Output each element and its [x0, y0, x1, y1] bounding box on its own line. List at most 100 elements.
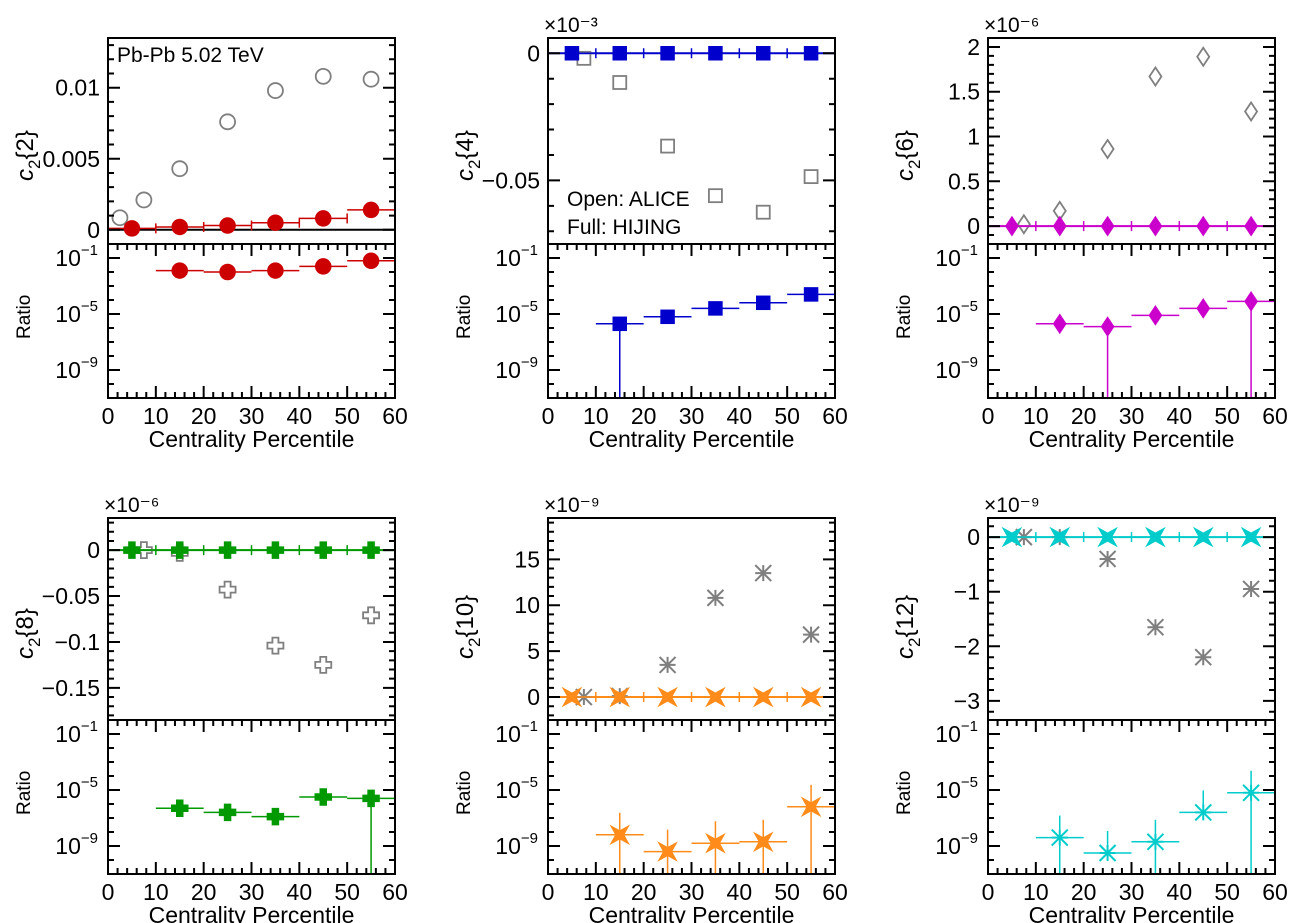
y-tick-label: 10	[514, 592, 540, 618]
ratio-point	[1196, 298, 1211, 319]
ratio-tick-label: 10−1	[495, 718, 538, 747]
data-point	[800, 686, 822, 708]
ratio-point	[752, 831, 774, 853]
chart-panel: 0 0.5 1 1.5 2 c2{6} ×10⁻⁶ 10−9 10−5 10−1 Ratio 0 10 2…	[892, 14, 1288, 452]
data-point	[1049, 526, 1071, 548]
plot-area	[108, 541, 395, 674]
y-tick-label: 0.5	[948, 168, 980, 194]
ratio-point	[657, 841, 678, 862]
x-tick-label: 40	[1167, 879, 1193, 905]
y-tick-label: 0.005	[42, 146, 100, 172]
data-point	[1016, 213, 1031, 235]
axis-ticks	[547, 719, 836, 875]
data-point	[1243, 100, 1259, 123]
ratio-tick-label: 10−5	[55, 774, 98, 803]
y-axis-label: c2{12}	[892, 595, 924, 659]
plot-area	[988, 526, 1275, 666]
x-tick-label: 60	[382, 879, 408, 905]
ratio-tick-label: 10−5	[935, 298, 978, 327]
plot-area	[108, 67, 395, 237]
y-axis-label: c2{4}	[452, 130, 484, 181]
data-point	[219, 217, 236, 234]
data-point	[1100, 215, 1115, 237]
data-point	[1005, 215, 1019, 237]
x-axis-label: Centrality Percentile	[589, 902, 795, 923]
x-tick-label: 20	[1071, 879, 1097, 905]
ratio-point	[218, 803, 237, 822]
data-point	[315, 210, 332, 227]
data-point	[266, 541, 285, 559]
data-point	[267, 214, 284, 231]
y-tick-label: −3	[954, 688, 980, 714]
ratio-axis-label: Ratio	[894, 771, 915, 815]
x-tick-label: 20	[631, 403, 657, 429]
ratio-area	[595, 784, 835, 874]
ratio-tick-label: 10−5	[55, 298, 98, 327]
data-point	[708, 188, 723, 204]
y-tick-label: 2	[967, 34, 980, 60]
data-point	[1001, 526, 1023, 548]
data-point	[1146, 618, 1165, 636]
data-point	[314, 656, 333, 674]
y-tick-label: −0.05	[482, 167, 540, 193]
data-point	[123, 220, 141, 237]
data-point	[1240, 526, 1262, 548]
ratio-point	[362, 789, 380, 808]
data-point	[705, 686, 726, 708]
data-point	[1145, 526, 1166, 548]
data-point	[266, 636, 285, 655]
data-point	[1194, 648, 1212, 666]
x-tick-label: 10	[143, 879, 169, 905]
x-tick-label: 30	[1119, 403, 1145, 429]
plot-area	[548, 46, 835, 220]
x-tick-label: 40	[727, 879, 753, 905]
data-point	[564, 46, 580, 61]
ratio-point	[171, 799, 189, 817]
series-alice	[1015, 528, 1260, 666]
x-tick-label: 0	[982, 879, 995, 905]
ratio-axis-label: Ratio	[454, 771, 475, 815]
x-tick-label: 60	[822, 879, 848, 905]
x-tick-label: 50	[774, 879, 800, 905]
series-hijing	[988, 215, 1275, 237]
data-point	[612, 46, 627, 61]
data-point	[362, 541, 380, 559]
x-tick-label: 60	[1262, 879, 1288, 905]
ratio-point	[315, 258, 332, 275]
y-tick-label: −2	[954, 633, 980, 659]
x-tick-label: 40	[287, 879, 313, 905]
x-tick-label: 0	[102, 403, 115, 429]
axis-multiplier: ×10⁻⁶	[104, 494, 159, 517]
ratio-point	[314, 788, 332, 806]
ratio-tick-label: 10−1	[55, 718, 98, 747]
y-tick-label: 0	[967, 524, 980, 550]
ratio-point	[1242, 784, 1260, 802]
data-point	[561, 686, 583, 708]
axis-ticks	[988, 45, 1275, 237]
axis-multiplier: ×10⁻⁹	[544, 494, 600, 517]
x-tick-label: 10	[583, 403, 609, 429]
data-point	[612, 75, 628, 90]
data-point	[1052, 215, 1067, 237]
data-point	[660, 46, 675, 61]
x-tick-label: 50	[1214, 403, 1240, 429]
y-tick-label: −0.1	[55, 629, 100, 655]
ratio-point	[1100, 316, 1115, 337]
data-point	[218, 541, 237, 559]
ratio-area	[1035, 770, 1275, 874]
data-point	[362, 70, 380, 88]
y-tick-label: 0	[527, 40, 540, 66]
ratio-tick-label: 10−9	[495, 354, 538, 383]
axis-ticks	[108, 44, 395, 245]
ratio-tick-label: 10−1	[935, 242, 978, 271]
series-hijing	[108, 201, 395, 237]
x-tick-label: 40	[287, 403, 313, 429]
data-point	[111, 209, 129, 227]
ratio-area	[595, 287, 835, 398]
axis-ticks	[107, 243, 396, 399]
ratio-point	[171, 262, 188, 279]
data-point	[219, 113, 236, 131]
ratio-area	[1035, 291, 1275, 398]
x-tick-label: 30	[1119, 879, 1145, 905]
y-tick-label: 5	[527, 638, 540, 664]
